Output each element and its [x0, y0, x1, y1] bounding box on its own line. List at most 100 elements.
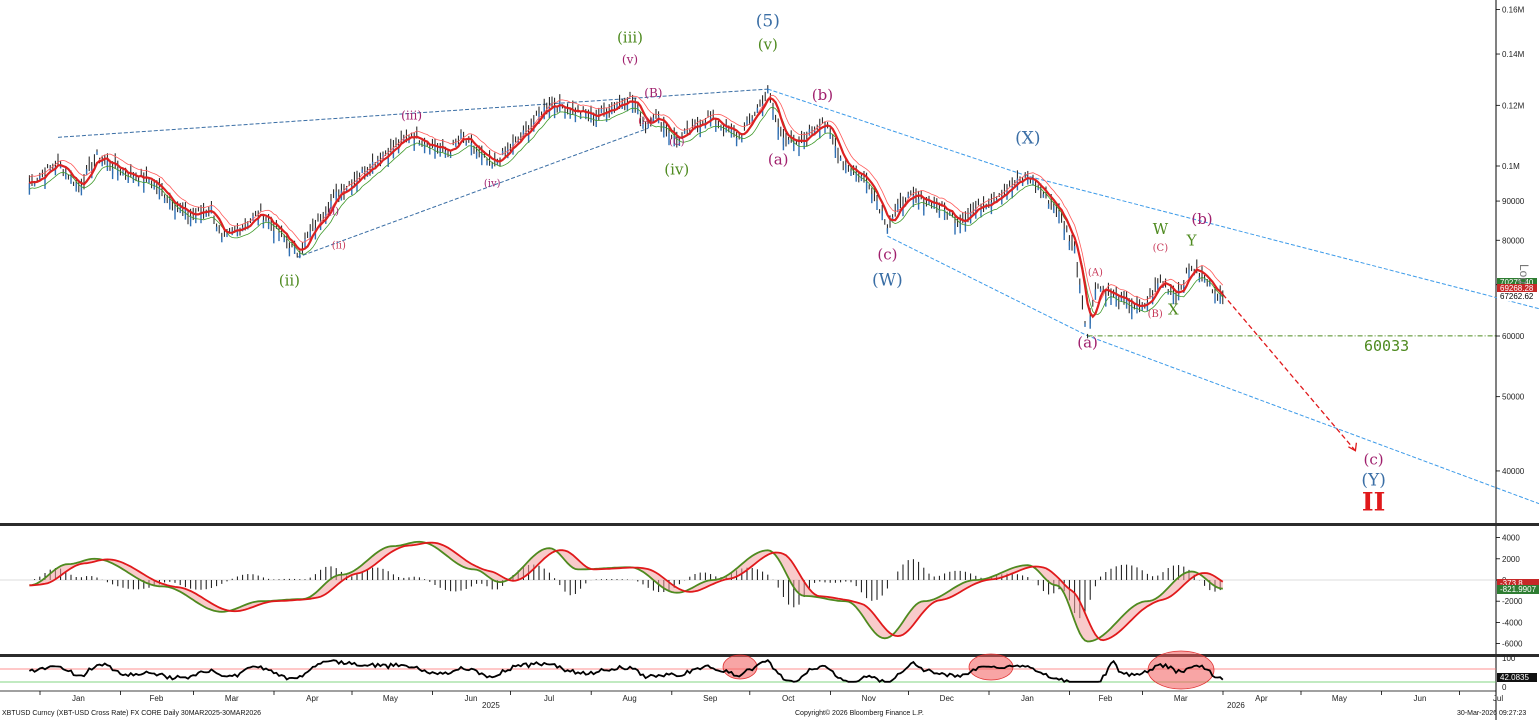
- rsi-highlight-ellipse: [1147, 650, 1215, 690]
- panel-separator-1: [0, 523, 1539, 526]
- macd-y-tick-label: -6000: [1502, 640, 1523, 649]
- wave-label: (v): [622, 53, 638, 67]
- wave-label: Y: [1186, 231, 1198, 249]
- price-y-tick-label: 0.12M: [1502, 101, 1525, 110]
- level-line-label: 60033: [1364, 337, 1409, 355]
- projection-arrow: [1222, 293, 1356, 452]
- price-y-tick-label: 80000: [1502, 236, 1525, 245]
- wave-label: (ii): [279, 272, 300, 290]
- macd-y-tick-label: 2000: [1502, 555, 1520, 564]
- price-y-tick-label: 0.16M: [1502, 6, 1525, 15]
- wave-label: (c): [877, 246, 897, 264]
- wave-label: (iii): [617, 28, 643, 46]
- wave-label: (c): [1364, 450, 1384, 468]
- x-tick-label: Oct: [782, 694, 795, 703]
- x-tick-label: Nov: [862, 694, 876, 703]
- price-y-tick-label: 0.1M: [1502, 162, 1520, 171]
- x-tick-label: Apr: [306, 694, 319, 703]
- rsi-y-tick-label: 100: [1502, 654, 1516, 663]
- wave-label: (A): [638, 116, 653, 127]
- log-scale-label: Log: [1517, 264, 1531, 284]
- wave-label: I: [762, 0, 774, 1]
- upper-band-line: [29, 94, 1224, 303]
- x-tick-label: Apr: [1255, 694, 1268, 703]
- price-y-tick-label: 50000: [1502, 393, 1525, 402]
- macd-y-tick-label: 4000: [1502, 534, 1520, 543]
- macd-fill: [29, 541, 1223, 642]
- price-y-tick-label: 60000: [1502, 332, 1525, 341]
- wave-label: (a): [1077, 333, 1098, 351]
- rsi-last-tag: [1497, 673, 1537, 682]
- wave-label: (iv): [664, 160, 689, 178]
- macd-y-tick-label: -2000: [1502, 597, 1523, 606]
- rsi-last-tag-label: 42.0835: [1500, 673, 1529, 682]
- macd-signal-line: [29, 541, 1224, 642]
- x-tick-label: Jan: [1021, 694, 1034, 703]
- x-tick-label: Mar: [1174, 694, 1188, 703]
- x-tick-label: Jan: [72, 694, 85, 703]
- price-panel-bg: [0, 0, 1496, 524]
- last-price-tag: [1497, 292, 1537, 301]
- price-y-tick-label: 90000: [1502, 197, 1525, 206]
- last-price-tag: [1497, 278, 1537, 287]
- wave-label: (B): [644, 86, 662, 100]
- macd-line: [29, 540, 1223, 643]
- wave-label: W: [1153, 220, 1169, 238]
- copyright-caption: Copyright© 2026 Bloomberg Finance L.P.: [795, 710, 924, 717]
- wave-label: (b): [1191, 210, 1212, 228]
- wave-label: (C): [1153, 243, 1169, 254]
- x-tick-label: Feb: [150, 694, 164, 703]
- wave-label: (W): [872, 271, 903, 291]
- last-price-tag-label: 70271.40: [1500, 278, 1534, 287]
- macd-last-tag: [1497, 585, 1539, 594]
- wave-label: (iii): [401, 108, 422, 122]
- year-label-2025: 2025: [482, 701, 500, 710]
- lower-band-line: [29, 106, 1224, 315]
- instrument-caption: XBTUSD Curncy (XBT-USD Cross Rate) FX CO…: [2, 710, 262, 717]
- impulse-channel-upper: [57, 88, 768, 138]
- macd-last-tag-label: -373.8: [1500, 579, 1523, 588]
- wave-label: II: [1362, 488, 1385, 517]
- wave-label: (X): [1015, 128, 1040, 148]
- last-price-tag-label: 67262.62: [1500, 292, 1534, 301]
- x-tick-label: Jun: [465, 694, 478, 703]
- panel-separator-2: [0, 654, 1539, 657]
- wave-label: (A): [1088, 267, 1103, 278]
- wave-label: (5): [756, 12, 780, 32]
- x-tick-label: Jul: [1493, 694, 1503, 703]
- wave-label: (a): [768, 150, 789, 168]
- x-tick-label: Sep: [703, 694, 718, 703]
- wave-label: (v): [758, 35, 778, 53]
- x-tick-label: Feb: [1099, 694, 1113, 703]
- wave-label: (iv): [484, 179, 501, 190]
- price-y-tick-label: 0.14M: [1502, 50, 1525, 59]
- x-tick-label: Jun: [1414, 694, 1427, 703]
- x-tick-label: Jul: [544, 694, 554, 703]
- x-tick-label: May: [1332, 694, 1347, 703]
- wave-label: (ii): [332, 241, 346, 252]
- last-price-tag-label: 69268.28: [1500, 284, 1534, 293]
- last-price-tag: [1497, 284, 1537, 293]
- x-tick-label: May: [383, 694, 398, 703]
- x-tick-label: Mar: [225, 694, 239, 703]
- price-y-tick-label: 40000: [1502, 467, 1525, 476]
- rsi-line: [28, 659, 1224, 684]
- macd-y-tick-label: -4000: [1502, 618, 1523, 627]
- x-tick-label: Aug: [622, 694, 636, 703]
- price-average-line: [28, 96, 1224, 319]
- wave-label: (i): [328, 206, 339, 217]
- projection-arrowhead: [1348, 442, 1358, 452]
- year-label-2026: 2026: [1227, 701, 1245, 710]
- rsi-y-tick-label: 0: [1502, 683, 1507, 692]
- macd-last-tag: [1497, 579, 1539, 588]
- wave-label: (Y): [1361, 470, 1386, 490]
- wave-label: X: [1168, 301, 1179, 319]
- x-tick-label: Dec: [940, 694, 954, 703]
- wave-label: (b): [812, 86, 833, 104]
- macd-last-tag-label: -821.9907: [1500, 585, 1537, 594]
- wave-label: (B): [1148, 309, 1163, 320]
- timestamp-caption: 30-Mar-2026 09:27:23: [1457, 710, 1527, 717]
- down-channel-upper: [767, 88, 1539, 310]
- impulse-channel-lower: [297, 127, 649, 258]
